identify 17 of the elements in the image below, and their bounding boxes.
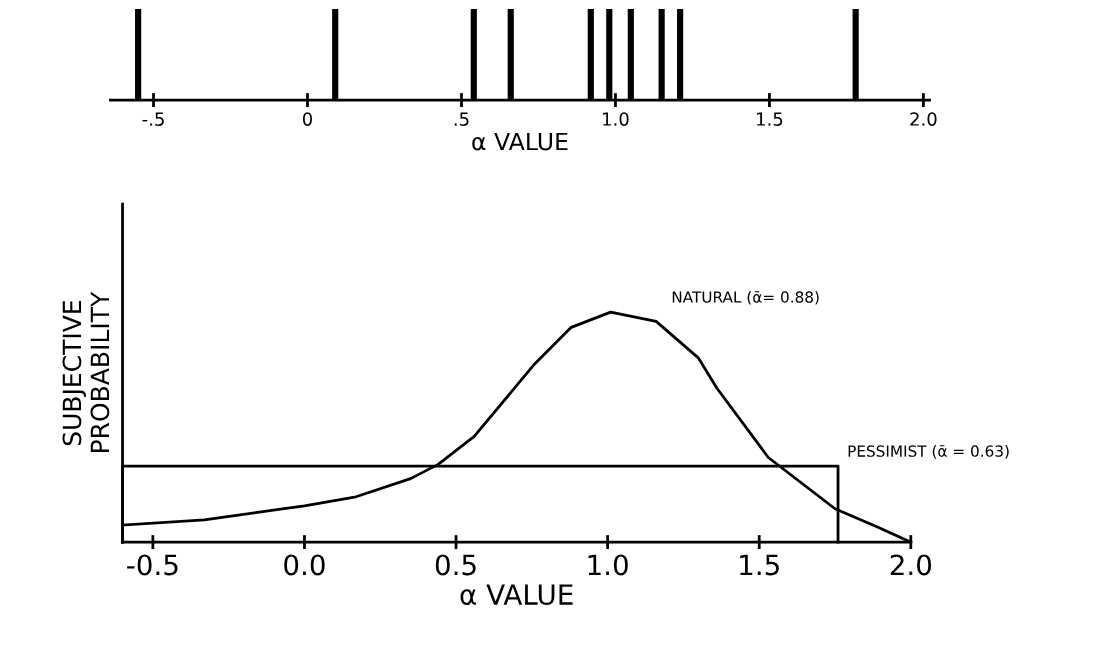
x-tick-label: 1.5 [757, 112, 783, 126]
x-tick-label: 0.0 [284, 554, 325, 576]
x-tick-label: 2.0 [890, 554, 932, 576]
x-tick-label: 1.0 [588, 554, 628, 576]
x-tick-label: 0 [302, 112, 313, 126]
x-axis-title: α VALUE [460, 584, 573, 606]
x-tick-label: -.5 [142, 112, 164, 126]
x-tick-label: 1.0 [603, 112, 629, 126]
x-tick-label: .5 [454, 112, 469, 126]
x-tick-label: -0.5 [127, 554, 178, 576]
series-label: NATURAL (ᾱ= 0.88) [672, 291, 819, 305]
x-tick-label: 1.5 [740, 554, 779, 576]
x-tick-label: 2.0 [910, 112, 937, 126]
y-axis-title: SUBJECTIVE PROBABILITY [62, 291, 110, 453]
series-label: PESSIMIST (ᾱ = 0.63) [848, 445, 1009, 459]
x-axis-title: α VALUE [472, 132, 568, 151]
x-tick-label: 0.5 [435, 554, 476, 576]
